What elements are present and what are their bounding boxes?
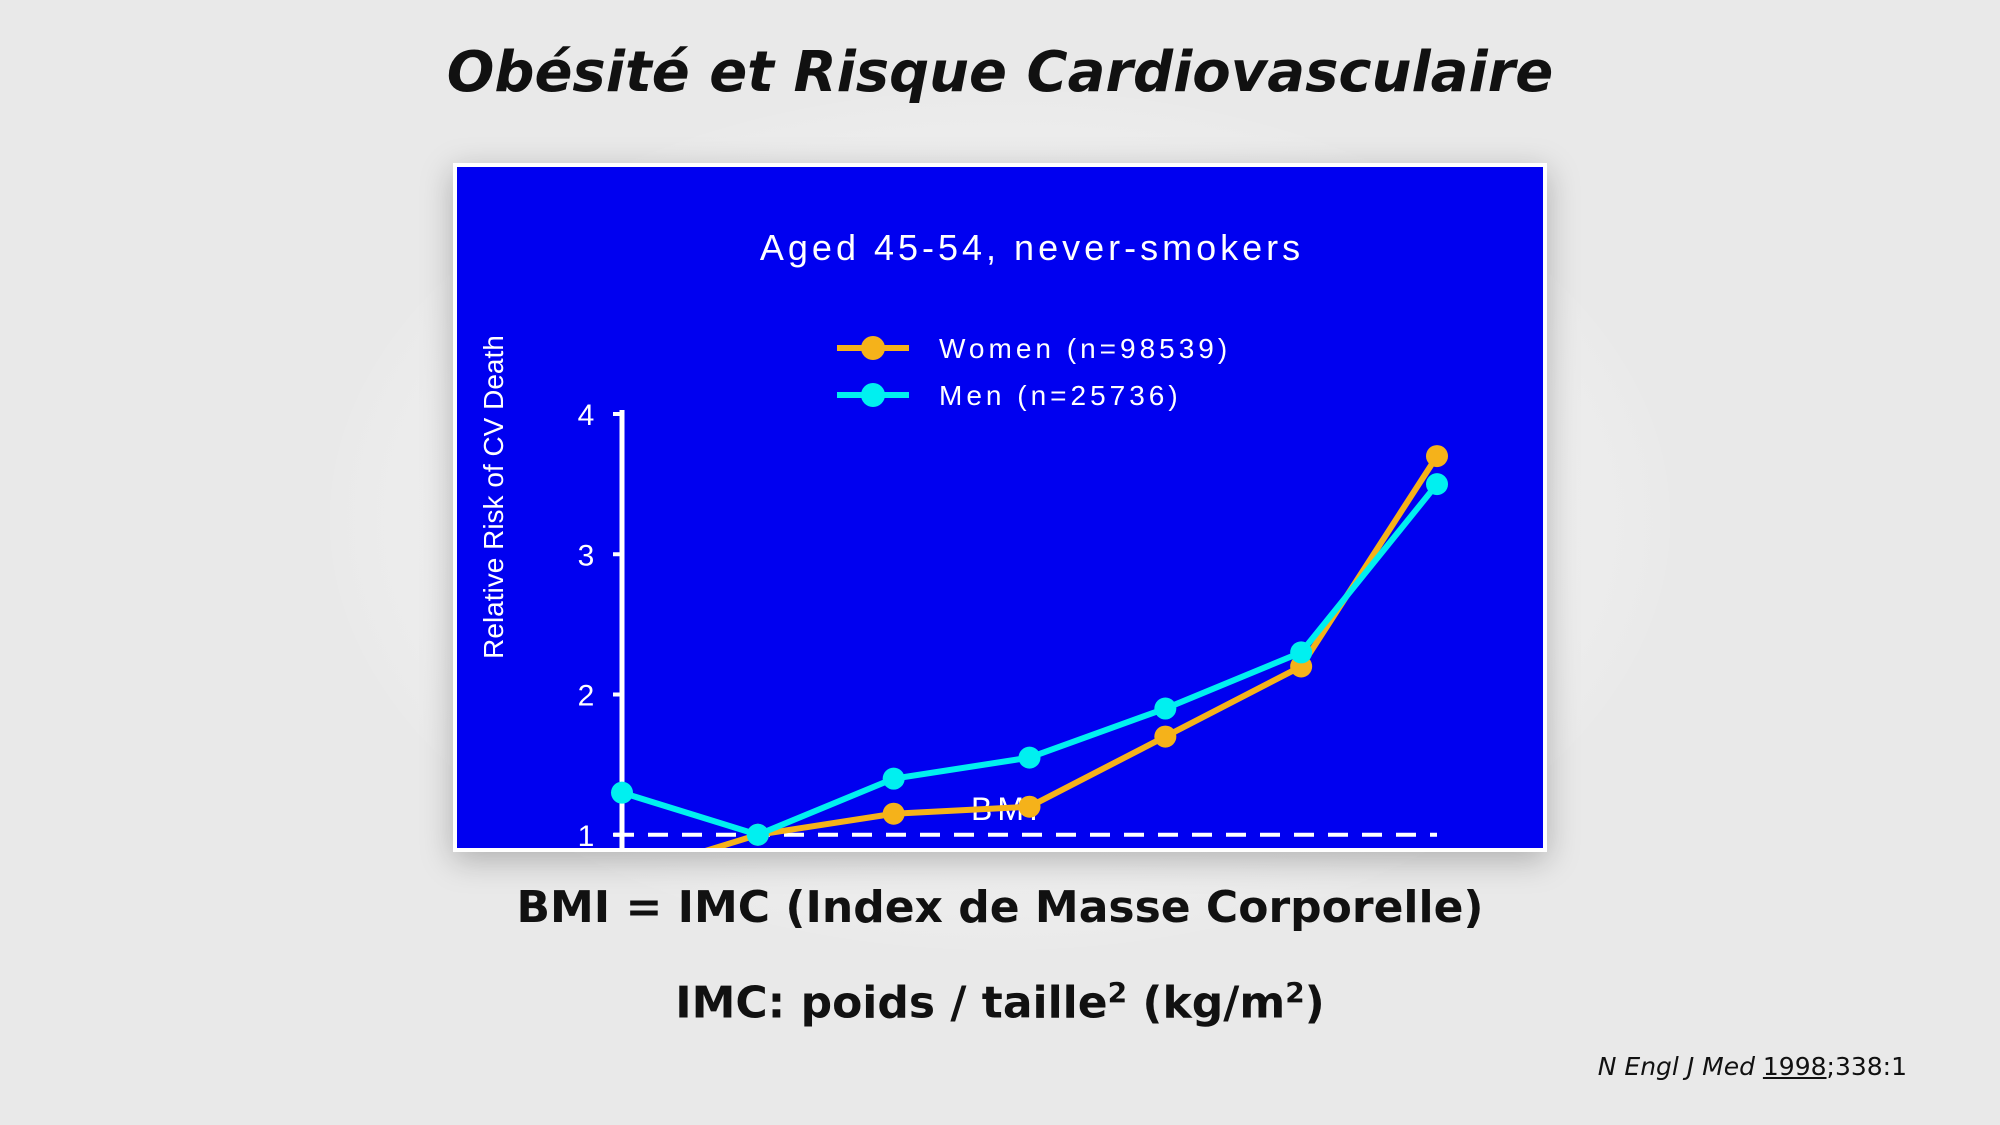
imc-formula-suffix: ) bbox=[1304, 977, 1325, 1029]
data-point bbox=[1018, 795, 1041, 818]
data-point bbox=[746, 823, 769, 846]
data-point bbox=[1426, 473, 1448, 496]
y-tick-label: 3 bbox=[578, 539, 595, 572]
imc-formula: IMC: poids / taille2 (kg/m2) bbox=[0, 976, 2000, 1029]
imc-formula-mid: (kg/m bbox=[1127, 977, 1286, 1029]
data-point bbox=[882, 802, 905, 825]
legend-swatch-marker bbox=[861, 383, 885, 407]
data-point bbox=[1290, 641, 1313, 664]
citation-rest: ;338:1 bbox=[1826, 1052, 1907, 1081]
legend-label: Men (n=25736) bbox=[939, 380, 1182, 411]
legend-swatch-marker bbox=[861, 336, 885, 360]
data-point bbox=[1018, 746, 1041, 769]
citation-journal: N Engl J Med bbox=[1597, 1052, 1763, 1081]
chart-frame: Aged 45-54, never-smokers Relative Risk … bbox=[453, 163, 1547, 852]
line-chart: Aged 45-54, never-smokers Relative Risk … bbox=[457, 167, 1543, 848]
citation-year-link[interactable]: 1998 bbox=[1762, 1052, 1827, 1081]
series-men bbox=[611, 473, 1448, 846]
bmi-definition: BMI = IMC (Index de Masse Corporelle) bbox=[516, 882, 1484, 933]
imc-formula-prefix: IMC: poids / taille bbox=[675, 977, 1108, 1029]
y-tick-label: 4 bbox=[578, 399, 595, 432]
superscript: 2 bbox=[1285, 976, 1305, 1009]
chart-background bbox=[457, 167, 1543, 848]
data-point bbox=[611, 781, 633, 804]
chart-title: Aged 45-54, never-smokers bbox=[760, 227, 1304, 268]
data-point bbox=[1426, 445, 1448, 468]
legend-label: Women (n=98539) bbox=[939, 333, 1231, 364]
y-tick-label: 2 bbox=[578, 680, 595, 713]
citation: N Engl J Med 1998;338:1 bbox=[1598, 1052, 1907, 1081]
y-axis-label: Relative Risk of CV Death bbox=[478, 335, 509, 659]
y-tick-label: 1 bbox=[578, 820, 595, 848]
superscript: 2 bbox=[1107, 976, 1128, 1009]
data-point bbox=[882, 767, 905, 790]
data-point bbox=[1154, 725, 1177, 748]
data-point bbox=[1154, 697, 1177, 720]
slide-title: Obésité et Risque Cardiovasculaire bbox=[446, 40, 1554, 105]
